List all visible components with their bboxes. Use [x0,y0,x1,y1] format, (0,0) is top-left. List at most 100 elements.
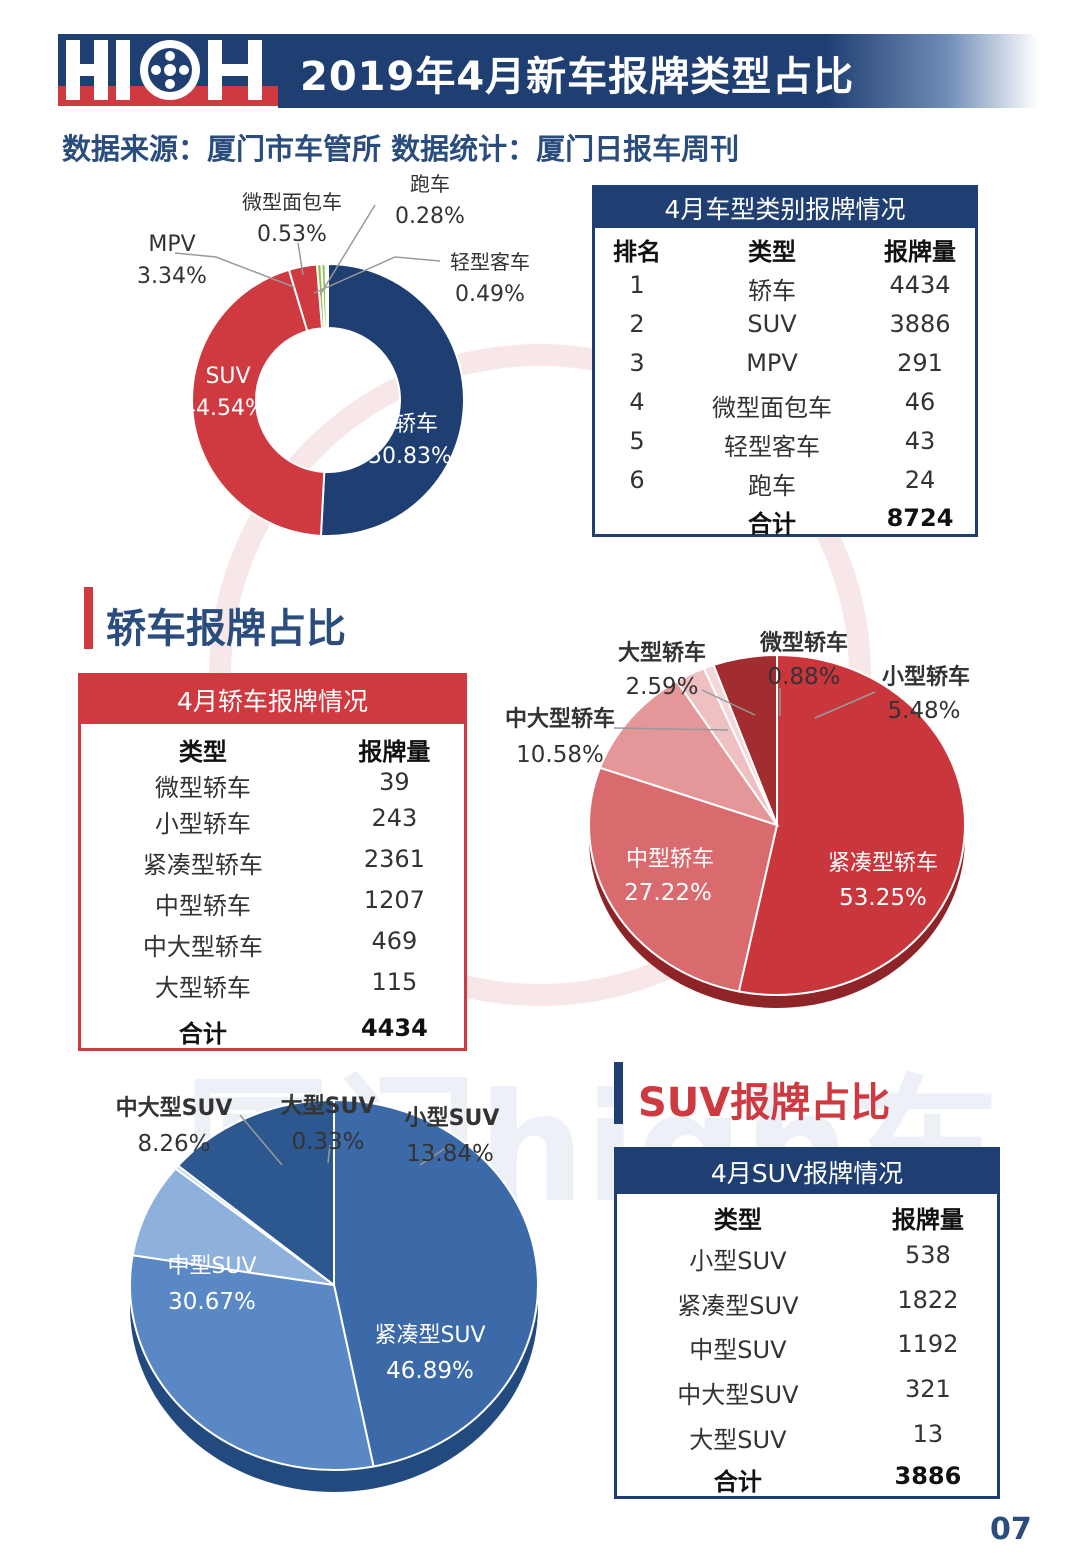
label-compact-suv: 紧凑型SUV [374,1323,485,1348]
total-value: 4434 [360,1014,428,1042]
label-micro-sedan: 微型轿车 [759,630,848,656]
pie-slice [324,262,329,330]
cell-count: 1822 [897,1286,959,1314]
cell-rank: 4 [629,388,645,416]
cell-count: 115 [371,968,418,996]
suv-table: 4月SUV报牌情况 类型 报牌量 小型SUV 538 紧凑型SUV 1822 中… [614,1147,1000,1499]
label-mid-large-sedan: 中大型轿车 [505,706,615,732]
table-row: 紧凑型SUV 1822 [617,1286,997,1321]
pct-micro-sedan: 0.88% [767,664,840,690]
pct-mid-large-sedan: 10.58% [516,742,604,768]
leader-line [701,689,756,716]
table-total-row: 合计 4434 [81,1014,464,1049]
total-value: 3886 [894,1462,962,1490]
cell-type: 轿车 [748,277,796,305]
cell-count: 2361 [363,845,425,873]
table-row: 中型SUV 1192 [617,1330,997,1365]
leader-line [239,1114,283,1166]
cell-rank: 2 [629,310,645,338]
pct-sports-car: 0.28% [395,204,465,229]
cell-rank: 6 [629,466,645,494]
leader-line [814,691,876,719]
label-sports-car: 跑车 [410,172,450,196]
title-bar [278,34,1038,108]
vehicle-type-table: 4月车型类别报牌情况 排名 类型 报牌量 1 轿车 4434 2 SUV 388… [592,185,978,539]
total-label: 合计 [748,510,796,538]
leader-line [297,242,304,276]
header-rank: 排名 [613,238,661,266]
cell-type: 中大型轿车 [142,933,263,961]
cell-type: 小型SUV [689,1247,787,1275]
total-label: 合计 [713,1468,762,1496]
cell-type: 紧凑型SUV [677,1292,799,1320]
label-mpv: MPV [148,232,195,257]
cell-count: 469 [371,927,418,955]
cell-type: 紧凑型轿车 [142,851,263,879]
cell-type: 中型SUV [689,1336,787,1364]
label-suv: SUV [205,364,250,389]
pct-suv: 44.54% [182,396,266,421]
cell-type: 大型SUV [689,1426,787,1454]
table-header-row: 类型 报牌量 [81,732,464,767]
table-row: 紧凑型轿车 2361 [81,845,464,880]
header-count: 报牌量 [358,738,431,766]
table-row: 2 SUV 3886 [595,310,975,338]
label-large-sedan: 大型轿车 [618,640,706,666]
section-title-sedan: 轿车报牌占比 [106,606,346,652]
pie-slice [333,1098,539,1468]
pct-large-sedan: 2.59% [625,674,698,700]
table-total-row: 合计 3886 [617,1462,997,1497]
label-light-bus: 轻型客车 [450,250,530,274]
pct-sedan: 50.83% [368,444,452,469]
cell-count: 243 [371,804,418,832]
table-row: 中大型SUV 321 [617,1375,997,1410]
cell-count: 1192 [897,1330,959,1358]
pct-mid-sedan: 27.22% [624,880,712,906]
header-type: 类型 [748,238,796,266]
table-row: 3 MPV 291 [595,349,975,377]
cell-count: 3886 [889,310,951,338]
cell-type: 小型轿车 [154,810,251,838]
page-number: 07 [990,1512,1032,1547]
pie-slice [191,268,326,537]
cell-count: 39 [379,768,410,796]
leader-line [319,204,376,296]
table-row: 小型轿车 243 [81,804,464,839]
cell-count: 24 [904,466,936,494]
pct-light-bus: 0.49% [455,282,525,307]
table-row: 4 微型面包车 46 [595,388,975,423]
table-row: 中大型轿车 469 [81,927,464,962]
table-total-row: 合计 8724 [595,504,975,539]
cell-rank: 3 [629,349,645,377]
sedan-pie-chart: 大型轿车 2.59% 微型轿车 0.88% 小型轿车 5.48% 中大型轿车 1… [505,630,970,1008]
label-small-sedan: 小型轿车 [882,664,970,690]
table-row: 中型轿车 1207 [81,886,464,921]
leader-line [313,256,441,294]
leader-line [419,1144,451,1166]
data-source: 数据来源：厦门市车管所 数据统计：厦门日报车周刊 [62,132,740,166]
section-title-suv: SUV报牌占比 [638,1080,891,1126]
table-row: 大型SUV 13 [617,1420,997,1455]
label-small-suv: 小型SUV [405,1106,500,1131]
pie-slice [319,262,466,537]
label-large-suv: 大型SUV [281,1094,376,1119]
total-value: 8724 [886,504,954,532]
pct-small-suv: 13.84% [406,1141,494,1167]
pie-slice [131,1167,335,1286]
pct-small-sedan: 5.48% [887,698,960,724]
table-title: 4月SUV报牌情况 [617,1150,997,1194]
pie-slice [176,1098,335,1288]
cell-count: 13 [912,1420,944,1448]
cell-type: SUV [747,310,797,338]
cell-rank: 1 [629,271,645,299]
header-count: 报牌量 [884,238,956,266]
section-accent-bar [84,587,93,649]
cell-type: MPV [746,349,798,377]
label-mid-sedan: 中型轿车 [626,847,714,872]
pct-mpv: 3.34% [137,264,207,289]
cell-type: 大型轿车 [154,974,251,1002]
pct-large-suv: 0.33% [291,1129,364,1155]
pie-slice [588,766,779,993]
pct-mid-suv: 30.67% [168,1289,256,1315]
cell-type: 中大型SUV [677,1381,799,1409]
